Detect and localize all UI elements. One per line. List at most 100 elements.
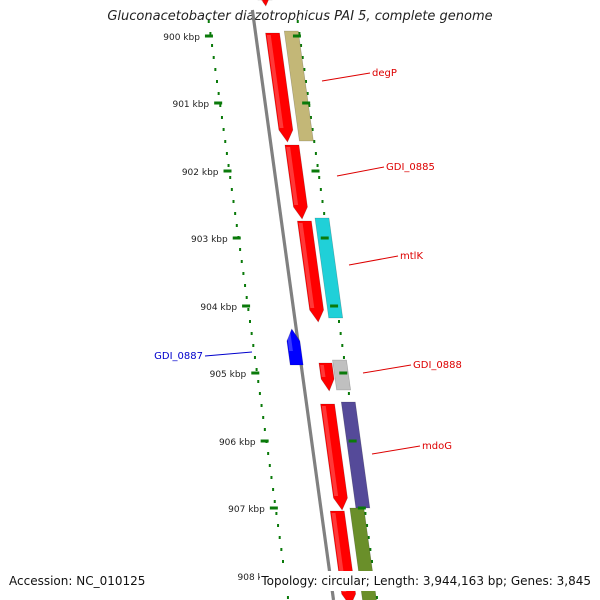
right-dotted-guide [303,68,306,71]
right-dotted-guide [371,560,373,563]
left-dotted-guide [268,464,271,467]
tick-label: 904 kbp [200,303,237,313]
left-dotted-guide [229,176,232,179]
left-dotted-guide [280,548,283,551]
genome-backbone [250,9,336,600]
tick-mark-right [302,101,311,105]
left-dotted-guide [286,596,289,599]
left-dotted-guide [216,80,218,83]
left-dotted-guide [227,164,230,167]
right-dotted-guide [321,200,324,203]
right-dotted-guide [298,32,301,35]
left-dotted-guide [247,308,250,311]
accession-text: Accession: NC_010125 [9,574,146,588]
right-dotted-guide [311,128,314,131]
right-dotted-guide [338,320,340,323]
left-dotted-guide [250,332,253,335]
left-dotted-guide [220,116,223,119]
label-leader [362,364,412,374]
footer-left-bg [0,571,150,591]
right-dotted-guide [313,140,316,143]
left-dotted-guide [249,320,251,323]
left-dotted-guide [225,152,228,155]
feature-label: GDI_0888 [413,360,462,371]
cds-arrow-gdi-0885-shine [286,147,299,205]
left-dotted-guide [212,56,215,59]
cog-block [332,359,351,391]
left-dotted-guide [258,392,261,395]
feature-label: GDI_0885 [386,162,435,173]
cog-block [283,30,314,142]
tick-label: 900 kbp [163,33,200,43]
left-dotted-guide [207,20,210,23]
left-dotted-guide [224,140,227,143]
left-dotted-guide [267,452,270,455]
label-leader [321,72,371,82]
scale-ticks: 900 kbp 901 kbp 902 kbp 903 kbp 904 kbp 905 k… [163,33,376,583]
left-dotted-guide [235,224,238,227]
tick-mark [269,506,278,510]
left-dotted-guide [270,476,273,479]
label-leader [336,166,385,177]
right-dotted-guide [300,44,303,47]
left-dotted-guide [245,296,248,299]
tick-mark-right [311,169,320,173]
left-dotted-guide [232,200,235,203]
right-dotted-guide [339,332,342,335]
left-dotted-guide [240,260,243,263]
left-dotted-guide [244,284,247,287]
label-leader [371,445,421,455]
right-dotted-guide [319,188,322,191]
left-dotted-guide [273,500,276,503]
cds-arrow-degp [265,32,294,143]
left-dotted-guide [242,272,245,275]
right-dotted-guide [309,116,312,119]
tick-mark [223,169,232,173]
tick-label: 907 kbp [228,505,265,515]
left-dotted-guide [253,356,256,359]
left-dotted-guide [219,104,222,107]
right-dotted-guide [323,212,326,215]
footer-right-bg [260,571,600,591]
label-leader [204,351,253,357]
cds-arrow-mtlk [297,220,324,323]
left-dotted-guide [230,188,233,191]
right-dotted-guide [367,536,370,539]
right-dotted-guide [341,344,344,347]
left-dotted-guide [252,344,255,347]
cds-arrow-shine [258,0,264,2]
cds-arrow-mdog [320,403,348,511]
right-dotted-guide [301,56,304,59]
right-dotted-guide [318,176,321,179]
genome-summary-text: Topology: circular; Length: 3,944,163 bp… [261,574,591,588]
feature-label: degP [372,68,397,79]
tick-label: 901 kbp [172,100,209,110]
feature-label: mtlK [400,251,423,262]
tick-mark [204,34,213,38]
tick-mark [232,236,241,240]
left-dotted-guide [255,368,258,371]
tick-label: 906 kbp [219,438,256,448]
tick-mark [260,439,269,443]
cds-arrow-degp-shine [266,35,284,128]
left-dotted-guide [239,248,242,251]
feature-label: mdoG [422,441,452,452]
label-leader [348,255,399,266]
right-dotted-guide [347,392,350,395]
backbone-line [250,9,336,600]
left-dotted-guide [263,428,266,431]
right-dotted-guide [369,548,372,551]
left-dotted-guide [275,512,278,515]
right-dotted-guide [316,164,319,167]
cog-block [340,401,371,509]
tick-mark [214,101,223,105]
right-dotted-guide [375,596,378,599]
right-dotted-guide [366,524,369,527]
left-dotted-guide [262,416,265,419]
left-dotted-guide [282,560,284,563]
left-dotted-guide [257,380,260,383]
feature-label: GDI_0887 [154,351,203,362]
tick-mark-right [339,371,348,375]
tick-label: 903 kbp [191,235,228,245]
